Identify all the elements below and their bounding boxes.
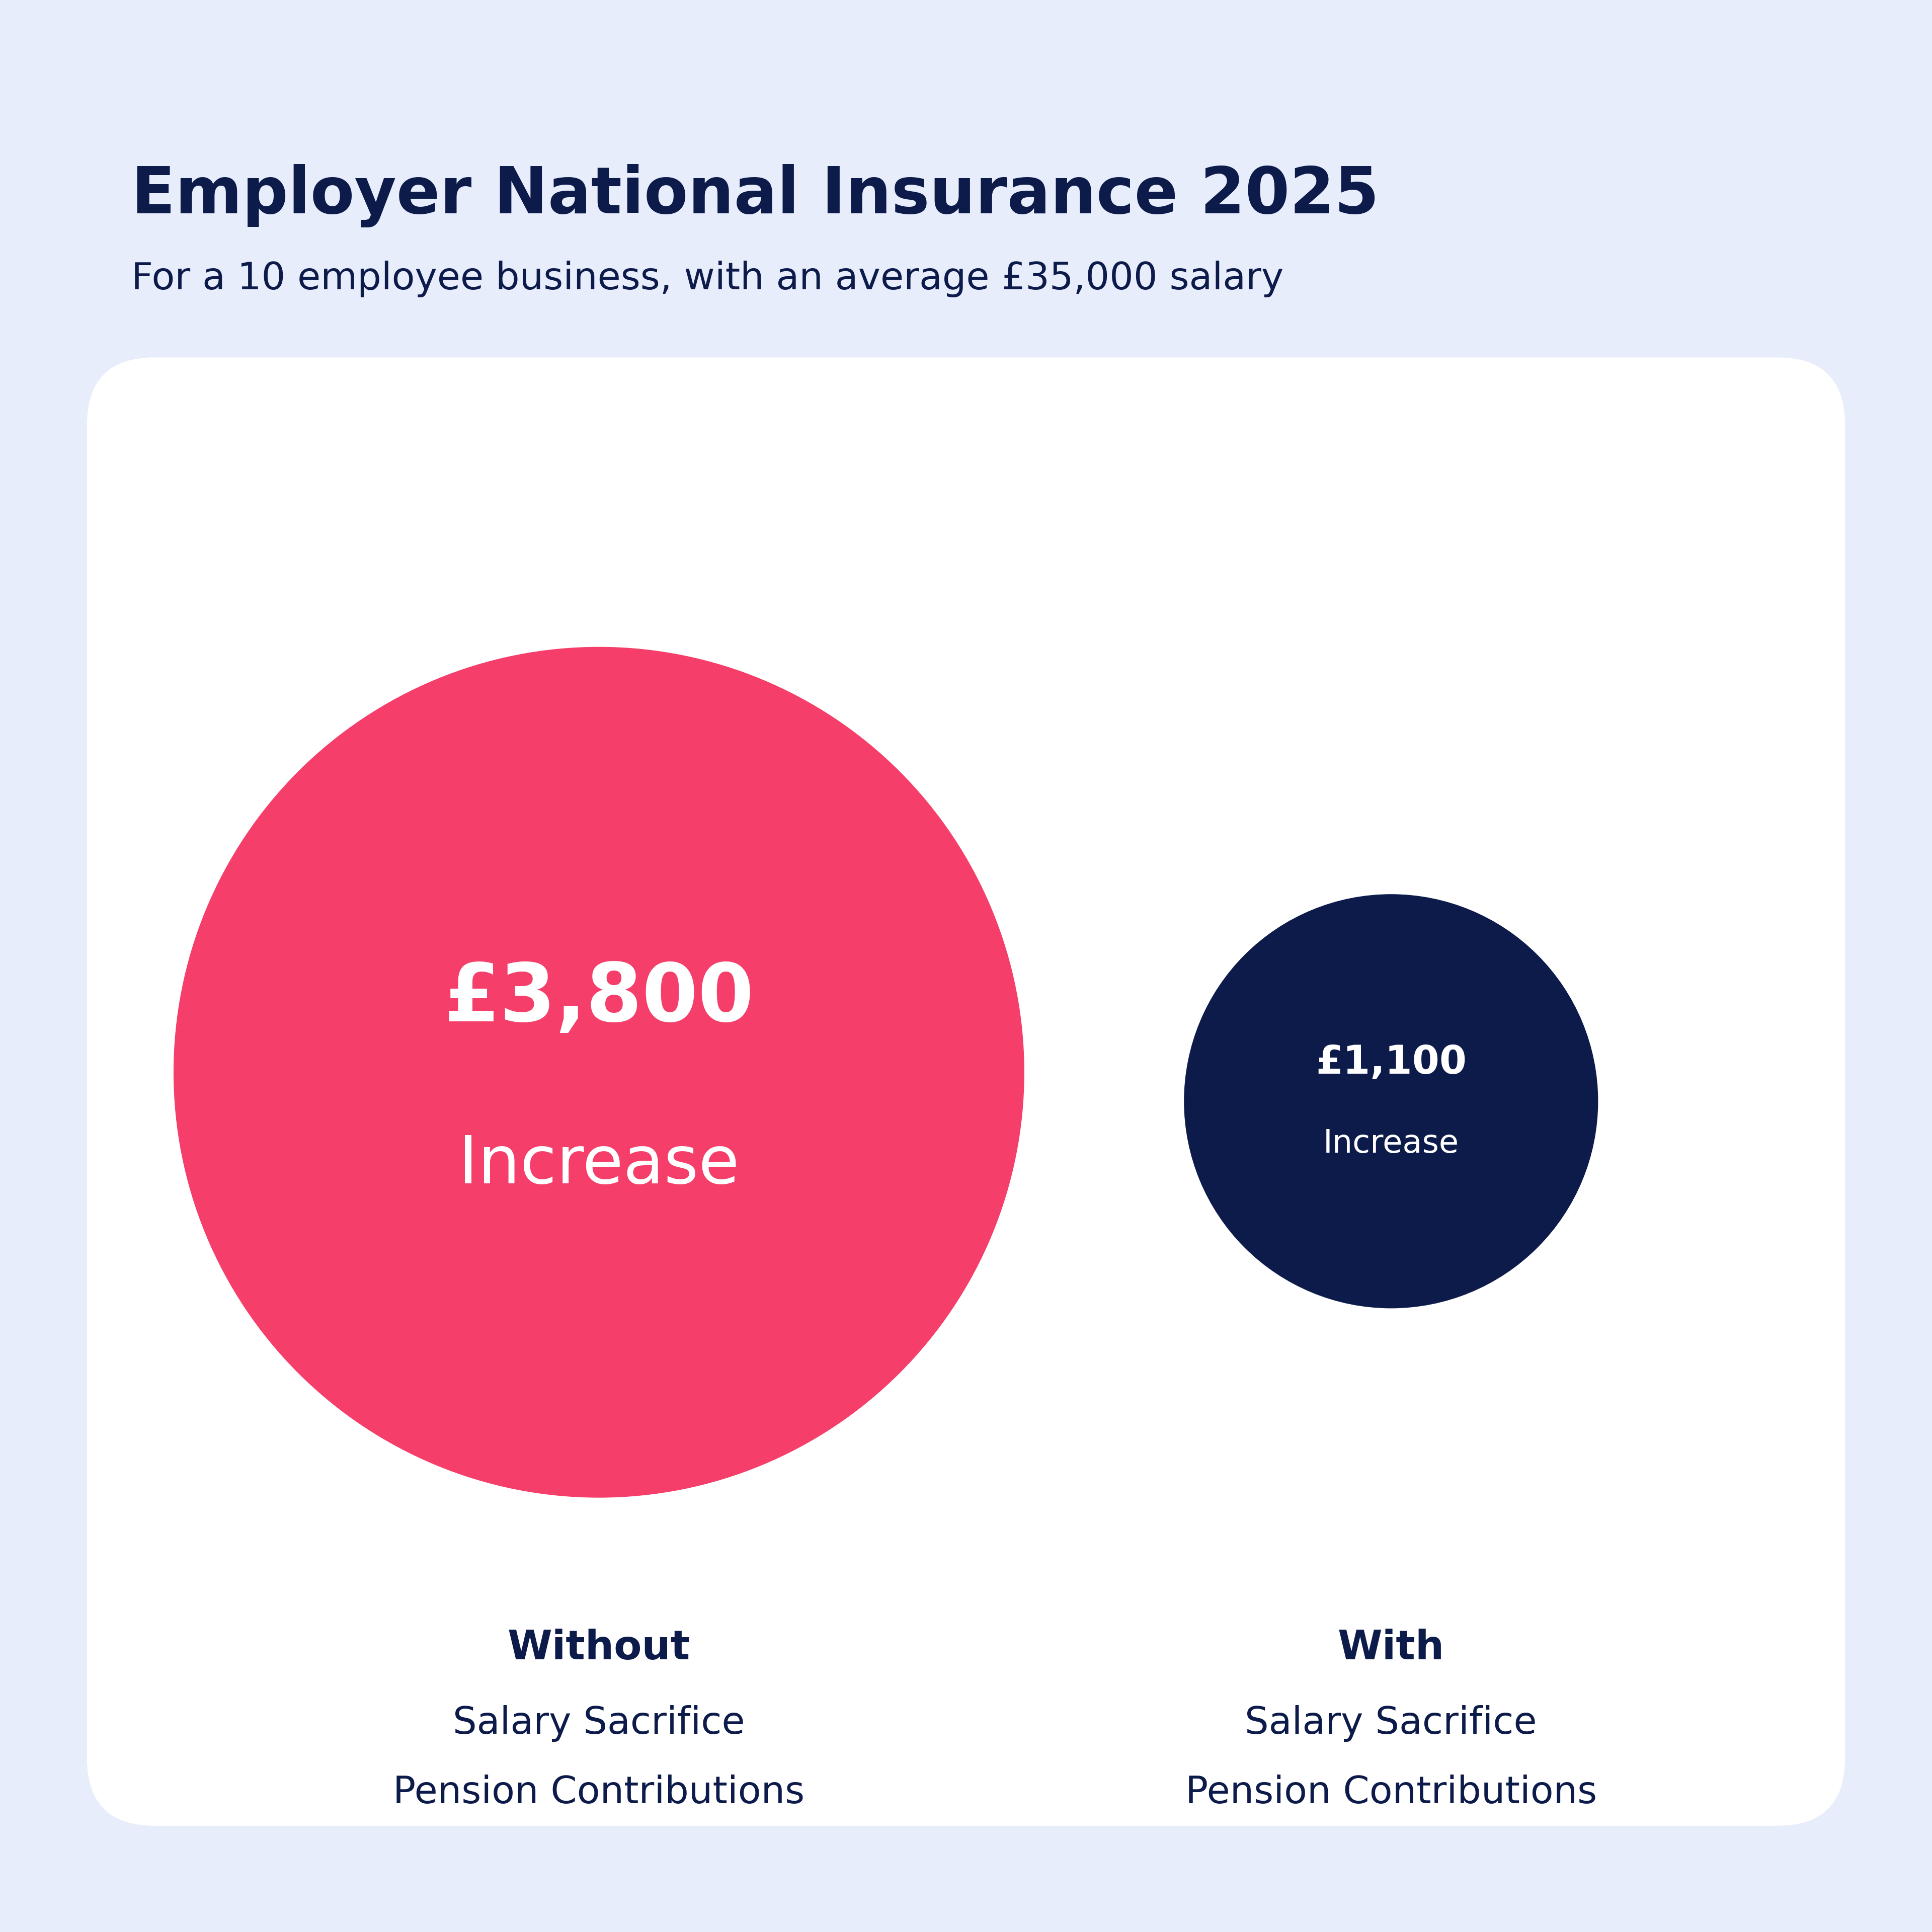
Text: Employer National Insurance 2025: Employer National Insurance 2025 xyxy=(131,164,1379,228)
Circle shape xyxy=(174,647,1024,1497)
Text: Without: Without xyxy=(508,1629,690,1667)
Text: £3,800: £3,800 xyxy=(444,960,753,1037)
Text: Increase: Increase xyxy=(458,1132,740,1198)
Text: Pension Contributions: Pension Contributions xyxy=(392,1774,806,1812)
Text: £1,100: £1,100 xyxy=(1316,1043,1466,1082)
Text: With: With xyxy=(1337,1629,1445,1667)
Text: Increase: Increase xyxy=(1323,1128,1459,1159)
Text: Pension Contributions: Pension Contributions xyxy=(1184,1774,1598,1812)
Text: For a 10 employee business, with an average £35,000 salary: For a 10 employee business, with an aver… xyxy=(131,261,1283,298)
FancyBboxPatch shape xyxy=(87,357,1845,1826)
Text: Salary Sacrifice: Salary Sacrifice xyxy=(452,1704,746,1743)
Text: Salary Sacrifice: Salary Sacrifice xyxy=(1244,1704,1538,1743)
Circle shape xyxy=(1184,895,1598,1308)
